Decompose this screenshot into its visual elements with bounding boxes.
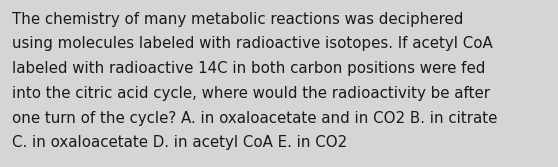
Text: using molecules labeled with radioactive isotopes. If acetyl CoA: using molecules labeled with radioactive… (12, 36, 493, 51)
Text: The chemistry of many metabolic reactions was deciphered: The chemistry of many metabolic reaction… (12, 12, 464, 27)
Text: labeled with radioactive 14C in both carbon positions were fed: labeled with radioactive 14C in both car… (12, 61, 485, 76)
Text: C. in oxaloacetate D. in acetyl CoA E. in CO2: C. in oxaloacetate D. in acetyl CoA E. i… (12, 135, 348, 150)
Text: into the citric acid cycle, where would the radioactivity be after: into the citric acid cycle, where would … (12, 86, 490, 101)
Text: one turn of the cycle? A. in oxaloacetate and in CO2 B. in citrate: one turn of the cycle? A. in oxaloacetat… (12, 111, 498, 126)
